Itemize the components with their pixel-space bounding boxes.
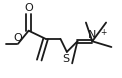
Text: S: S bbox=[62, 54, 69, 64]
Text: +: + bbox=[100, 28, 106, 37]
Text: O: O bbox=[24, 3, 33, 13]
Text: O: O bbox=[14, 33, 22, 43]
Text: N: N bbox=[88, 30, 97, 40]
